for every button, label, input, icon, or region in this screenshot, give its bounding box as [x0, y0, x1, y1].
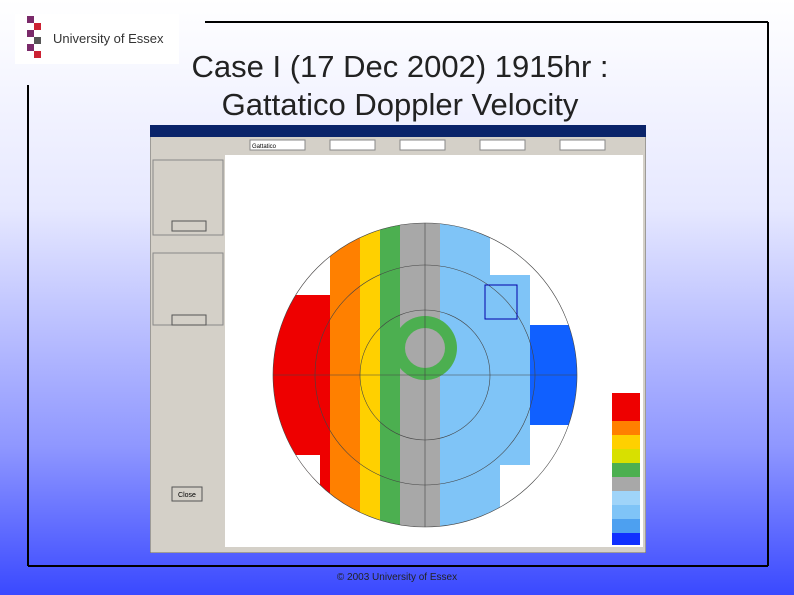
footer: © 2003 University of Essex: [336, 572, 458, 583]
logo-text: University of Essex: [53, 31, 164, 46]
radar-name: Gattatico: [252, 144, 277, 150]
legend: [612, 393, 640, 545]
title: Gattatico Doppler Velocity: [221, 87, 579, 122]
close-button[interactable]: Close: [178, 492, 196, 499]
title: Case I (17 Dec 2002) 1915hr :: [191, 49, 609, 84]
logo: University of Essex: [15, 14, 179, 64]
screenshot: Gattatico: [150, 125, 646, 553]
